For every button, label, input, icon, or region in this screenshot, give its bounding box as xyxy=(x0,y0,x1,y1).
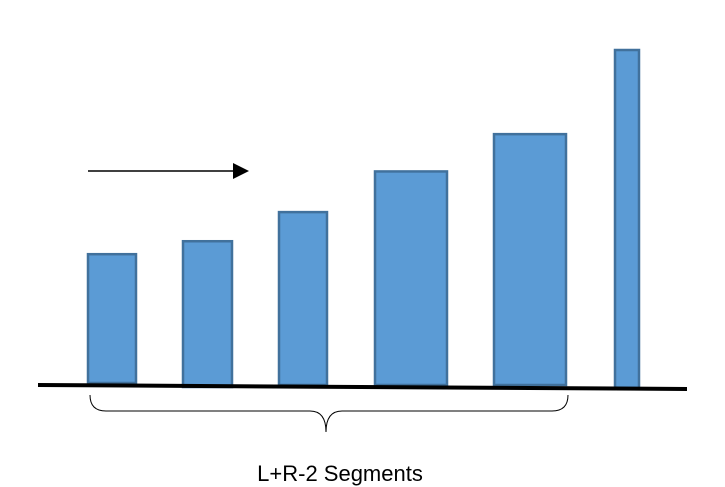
arrow-head xyxy=(233,163,249,179)
curly-brace xyxy=(89,394,569,433)
bar-2 xyxy=(181,239,234,389)
baseline xyxy=(37,383,688,391)
bar-4 xyxy=(373,170,449,387)
bar-3 xyxy=(277,210,329,387)
bar-5 xyxy=(492,132,568,387)
bar-6 xyxy=(613,48,641,391)
direction-arrow xyxy=(88,163,249,179)
caption: L+R-2 Segments xyxy=(257,461,423,486)
bars-group xyxy=(86,48,641,391)
bar-1 xyxy=(86,252,138,385)
